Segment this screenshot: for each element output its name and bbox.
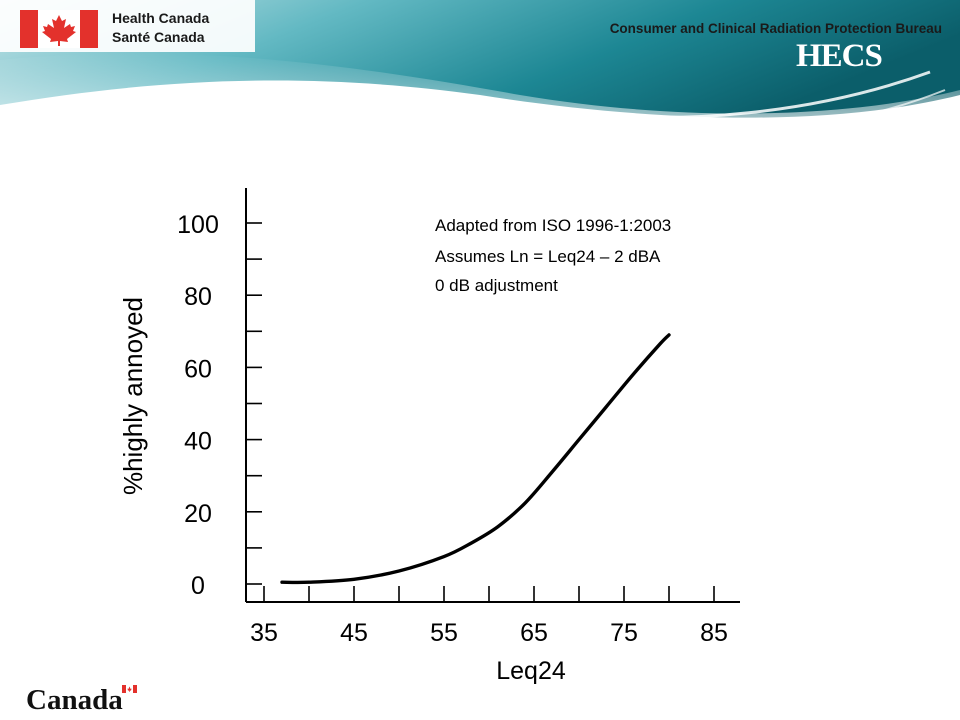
- x-tick-label: 85: [700, 619, 728, 647]
- chart-annotation-adjustment: 0 dB adjustment: [435, 276, 558, 295]
- x-axis-label: Leq24: [496, 657, 566, 685]
- x-tick-label: 55: [430, 619, 458, 647]
- wordmark-flag-icon: [122, 685, 137, 693]
- bureau-title: Consumer and Clinical Radiation Protecti…: [609, 21, 942, 36]
- chart-ticks: [246, 222, 715, 602]
- chart-tick-labels: 0 20 40 60 80 100 35 45 55 65 75 85: [177, 211, 728, 647]
- canada-flag-icon: [20, 10, 98, 48]
- y-tick-label: 0: [191, 572, 205, 600]
- chart-annotation-assumption: Assumes Ln = Leq24 – 2 dBA: [435, 247, 661, 266]
- header-background: [0, 0, 960, 160]
- y-tick-label: 40: [184, 428, 212, 456]
- department-name-fr: Santé Canada: [112, 29, 205, 45]
- x-tick-label: 65: [520, 619, 548, 647]
- x-tick-label: 35: [250, 619, 278, 647]
- x-tick-label: 75: [610, 619, 638, 647]
- y-tick-label: 60: [184, 355, 212, 383]
- department-name-en: Health Canada: [112, 10, 210, 26]
- canada-wordmark: Canada: [26, 684, 123, 716]
- y-tick-label: 80: [184, 283, 212, 311]
- y-tick-label: 20: [184, 500, 212, 528]
- annoyance-curve: [280, 333, 671, 585]
- chart-axes: [245, 188, 740, 603]
- hecs-logo: HECS: [796, 38, 883, 74]
- x-tick-label: 45: [340, 619, 368, 647]
- chart-annotation-source: Adapted from ISO 1996-1:2003: [435, 216, 671, 235]
- y-axis-label: %highly annoyed: [118, 297, 148, 495]
- y-tick-label: 100: [177, 211, 219, 239]
- chart-series-layer: [280, 333, 671, 585]
